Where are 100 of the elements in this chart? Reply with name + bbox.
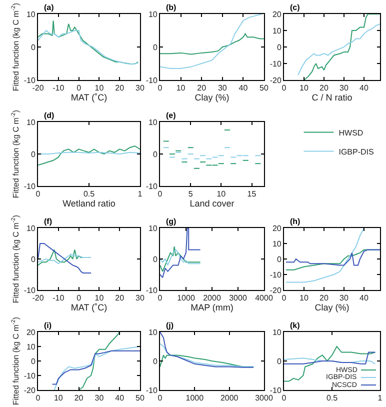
x-axis-title: MAT (˚C) [70,92,108,103]
x-tick-label: 20 [320,294,329,303]
line-series [284,352,376,364]
y-tick-label: 20 [272,10,282,19]
x-tick-label: 0 [76,294,82,303]
line-series [160,228,201,278]
y-tick-label: -10 [146,76,158,85]
line-series [38,146,140,166]
y-tick-label: 20 [26,328,36,337]
y-tick-label: 0 [30,356,36,366]
x-tick-label: 50 [260,84,269,93]
y-tick-label: -10 [146,386,158,395]
x-tick-label: 0.5 [326,394,338,403]
x-tick-label: 10 [94,84,104,93]
x-tick-label: 10 [216,190,226,199]
x-tick-label: 40 [360,84,369,93]
line-series [298,23,380,76]
x-axis-title: C / N ratio [312,92,352,103]
x-tick-label: -10 [52,294,65,303]
x-tick-label: -10 [52,84,65,93]
x-tick-label: 20 [320,84,329,93]
chart-title: (d) [44,111,55,120]
chart-title: (i) [44,321,52,330]
x-tick-label: 20 [74,394,84,403]
x-tick-label: 0.5 [83,190,96,199]
x-tick-label: 10 [54,394,64,403]
x-tick-label: 10 [94,294,104,303]
x-tick-label: 2000 [203,294,222,303]
x-tick-label: 4000 [255,294,274,303]
x-tick-label: 30 [218,84,228,93]
y-tick-label: 0 [276,356,282,366]
x-tick-label: 1000 [186,394,204,403]
y-tick-label: 0 [276,42,282,52]
x-tick-label: 20 [115,84,125,93]
legend-label: HWSD [338,128,364,138]
x-axis-title: MAT (˚C) [70,302,108,313]
y-tick-label: 0 [30,150,36,159]
chart-title: (a) [44,3,54,12]
y-tick-label: 10 [148,118,158,127]
chart-title: (f) [44,217,52,226]
x-tick-label: 1000 [177,294,196,303]
x-tick-label: 20 [197,84,207,93]
y-tick-label: -20 [24,386,36,395]
chart-title: (c) [290,3,300,12]
y-tick-label: -10 [24,286,36,295]
chart-title: (e) [166,111,176,120]
y-tick-label: 0 [30,42,36,52]
y-tick-label: 0 [152,254,158,264]
y-tick-label: 0 [276,254,282,264]
x-tick-label: 3000 [255,394,274,403]
x-tick-label: 15 [247,190,257,199]
y-tick-label: 0 [30,254,36,264]
x-axis-title: Clay (%) [194,92,230,103]
x-tick-label: 10 [176,84,186,93]
line-series [286,249,380,266]
y-tick-label: -10 [146,182,158,191]
y-tick-label: -10 [24,371,36,380]
x-tick-label: 40 [360,294,369,303]
x-tick-label: 5 [188,190,194,199]
x-axis-title: Land cover [190,198,234,209]
line-series [78,332,120,390]
y-tick-label: 10 [148,224,158,233]
y-tick-label: -10 [24,76,36,85]
x-tick-label: 30 [136,294,145,303]
y-tick-label: -20 [270,286,282,295]
y-tick-label: 10 [26,224,36,233]
line-series [160,249,201,266]
x-axis-title: Wetland ratio [62,198,116,209]
x-tick-label: 3000 [229,294,248,303]
x-tick-label: 40 [238,84,248,93]
x-tick-label: 2000 [220,394,239,403]
y-tick-label: -10 [146,286,158,295]
chart-title: (k) [290,321,300,330]
x-tick-label: 30 [340,84,349,93]
line-series [38,20,138,65]
y-tick-label: 10 [148,10,158,19]
y-tick-label: 0 [152,356,158,366]
chart-title: (h) [290,217,301,226]
line-series [160,332,254,368]
y-tick-label: 10 [272,328,282,337]
y-tick-label: -10 [270,386,282,395]
line-series [38,30,138,65]
x-tick-label: 20 [115,294,125,303]
x-tick-label: 30 [340,294,349,303]
line-series [38,243,92,274]
y-tick-label: 10 [148,328,158,337]
y-tick-label: 10 [26,10,36,19]
x-tick-label: 50 [136,394,145,403]
chart-title: (g) [166,217,177,226]
line-series [284,346,376,382]
line-series [304,14,380,80]
y-tick-label: 0 [152,150,158,159]
legend-label: IGBP-DIS [338,147,374,156]
x-axis-title: MAP (mm) [190,302,234,313]
x-tick-label: 30 [94,394,104,403]
x-tick-label: 1 [138,190,143,199]
y-tick-label: 10 [26,118,36,127]
y-tick-label: -10 [270,59,282,68]
y-tick-label: -10 [24,182,36,191]
x-tick-label: 10 [300,294,309,303]
